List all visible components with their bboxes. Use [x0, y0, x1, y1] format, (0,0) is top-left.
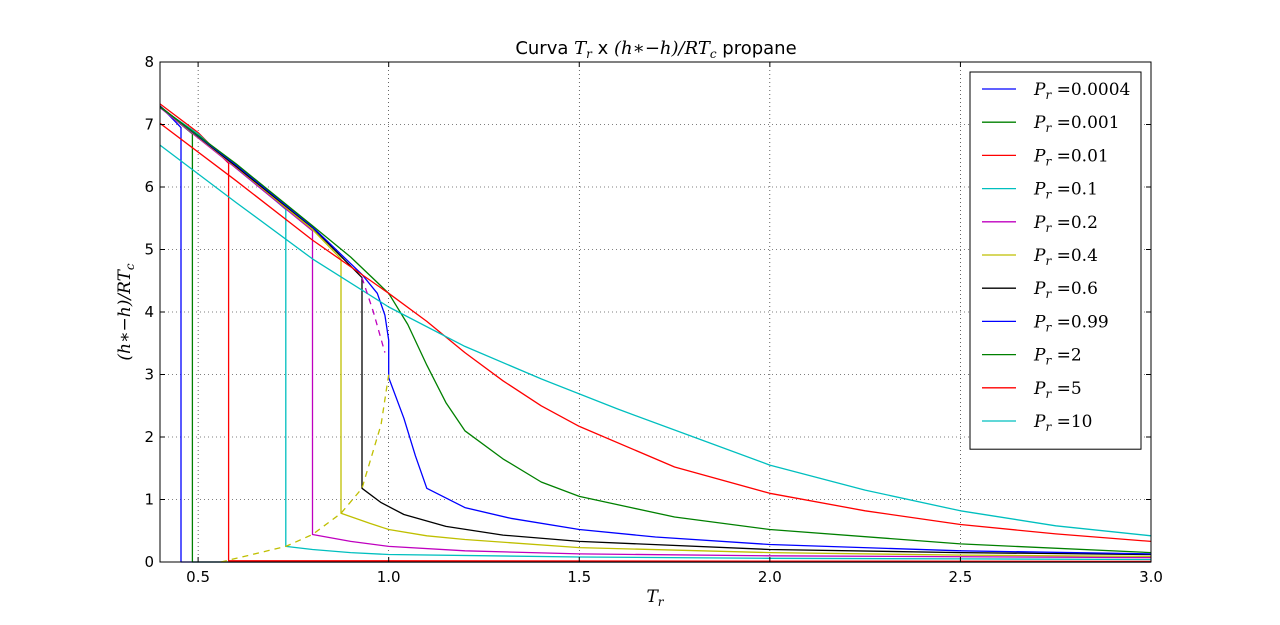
- legend-label: Pr =0.2: [1033, 213, 1098, 235]
- legend-label: Pr =0.1: [1033, 180, 1098, 202]
- y-tick-label: 7: [144, 116, 154, 134]
- y-tick-label: 0: [144, 553, 154, 571]
- legend-box: [969, 71, 1142, 450]
- y-tick-label: 4: [144, 303, 154, 321]
- series-line-10: [159, 144, 1152, 537]
- legend: Pr =0.0004 Pr =0.001 Pr =0.01 Pr =0.1 Pr =0.…: [969, 71, 1142, 450]
- y-axis-label: (h∗−h)/RTc: [115, 263, 137, 361]
- legend-label: Pr =0.6: [1033, 279, 1098, 301]
- ticks: 0.5 1.0 1.5 2.0 2.5 3.0 0 1 2 3 4 5 6 7 8: [144, 53, 1162, 586]
- x-tick-label: 2.5: [948, 568, 972, 586]
- saturation-dome-line-1: [361, 277, 386, 353]
- x-tick-label: 1.0: [377, 568, 401, 586]
- y-tick-label: 8: [144, 53, 154, 71]
- series-line-4: [159, 107, 1152, 559]
- y-tick-label: 2: [144, 428, 154, 446]
- legend-label: Pr =0.001: [1033, 113, 1120, 135]
- series-line-9: [159, 122, 1152, 543]
- legend-label: Pr =0.4: [1033, 246, 1098, 268]
- x-tick-label: 3.0: [1139, 568, 1163, 586]
- x-tick-label: 2.0: [758, 568, 782, 586]
- x-tick-label: 0.5: [186, 568, 210, 586]
- legend-label: Pr =5: [1033, 379, 1082, 401]
- chart-title: Curva Tr x (h∗−h)/RTc propane: [515, 38, 796, 61]
- y-tick-label: 1: [144, 491, 154, 509]
- x-tick-label: 1.5: [567, 568, 591, 586]
- legend-label: Pr =10: [1033, 412, 1092, 434]
- saturation-dome-line-0: [220, 374, 390, 563]
- legend-label: Pr =0.01: [1033, 146, 1109, 168]
- y-tick-label: 3: [144, 366, 154, 384]
- y-tick-label: 5: [144, 241, 154, 259]
- legend-label: Pr =0.0004: [1033, 80, 1130, 102]
- series-layer: [159, 103, 1152, 563]
- x-axis-label: Tr: [646, 587, 664, 609]
- saturation-dome-layer: [220, 277, 390, 563]
- series-line-7: [159, 106, 1152, 555]
- series-line-5: [159, 106, 1152, 558]
- legend-label: Pr =0.99: [1033, 312, 1109, 334]
- y-tick-label: 6: [144, 178, 154, 196]
- legend-label: Pr =2: [1033, 346, 1082, 368]
- series-line-8: [159, 106, 1152, 554]
